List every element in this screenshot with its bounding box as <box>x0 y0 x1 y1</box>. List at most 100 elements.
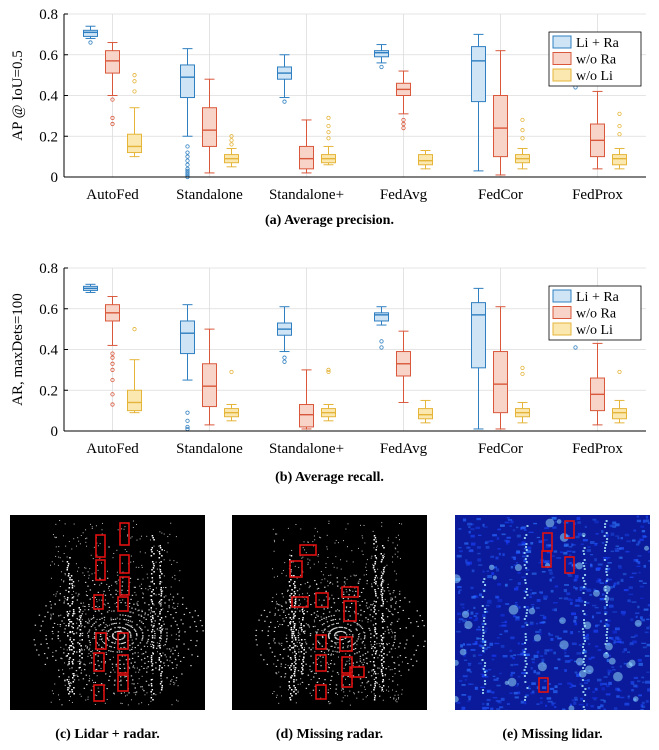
legend-swatch <box>552 35 572 49</box>
outlier-point <box>573 345 578 350</box>
detection-box <box>289 560 303 578</box>
box <box>105 50 120 74</box>
outlier-point <box>326 130 331 135</box>
outlier-point <box>379 64 384 70</box>
detection-box <box>315 592 329 608</box>
detection-box <box>315 684 327 700</box>
box <box>180 320 195 355</box>
outlier-point <box>132 89 137 94</box>
outlier-point <box>520 136 525 141</box>
outlier-point <box>132 327 137 332</box>
legend-entry: Li + Ra <box>576 36 620 51</box>
box <box>127 133 142 154</box>
detection-box <box>93 652 105 672</box>
caption-b: (b) Average recall. <box>275 470 384 485</box>
box <box>202 363 217 408</box>
legend-swatch <box>552 289 572 303</box>
detection-box <box>119 554 130 574</box>
outlier-point <box>282 99 287 104</box>
detection-box <box>119 522 130 546</box>
y-tick-label: 0 <box>51 424 59 440</box>
x-tick-label: FedCor <box>478 187 523 203</box>
x-tick-label: Standalone+ <box>269 187 344 203</box>
outlier-point <box>132 73 137 78</box>
outlier-point <box>185 170 190 176</box>
detection-box <box>117 674 129 692</box>
detection-box <box>95 559 106 581</box>
outlier-point <box>110 355 115 360</box>
outlier-point <box>401 126 406 131</box>
outlier-point <box>617 132 622 137</box>
detection-boxes <box>289 544 365 700</box>
detection-box <box>349 666 365 678</box>
outlier-point <box>229 142 234 147</box>
y-tick-label: 0.2 <box>39 383 58 399</box>
detection-boxes <box>93 522 130 702</box>
detection-box <box>339 636 353 652</box>
detection-box <box>117 596 129 612</box>
outlier-point <box>110 97 115 102</box>
outlier-point <box>520 371 525 377</box>
box <box>418 408 433 420</box>
detection-box <box>299 544 317 556</box>
outlier-point <box>379 345 384 350</box>
radar-returns <box>455 515 650 710</box>
x-tick-label: FedProx <box>572 441 623 457</box>
x-tick-label: AutoFed <box>86 187 139 203</box>
lidar-points <box>255 520 426 706</box>
detection-box <box>564 556 575 574</box>
box <box>493 95 508 158</box>
box <box>83 29 98 37</box>
series-1 <box>105 296 605 430</box>
legend-entry: w/o Li <box>576 69 613 84</box>
box <box>471 46 486 103</box>
detection-box <box>538 677 549 693</box>
detection-box <box>93 594 104 610</box>
outlier-point <box>88 40 93 45</box>
caption-a: (a) Average precision. <box>265 213 394 228</box>
outlier-point <box>185 150 190 155</box>
box <box>374 312 389 322</box>
detection-box <box>541 550 552 568</box>
y-axis-label: AP @ IoU=0.5 <box>10 50 26 140</box>
outlier-point <box>326 369 331 375</box>
x-tick-label: FedAvg <box>380 187 428 203</box>
x-tick-label: Standalone <box>176 441 243 457</box>
caption-e: (e) Missing lidar. <box>502 727 603 742</box>
legend-swatch <box>552 306 572 319</box>
y-tick-label: 0.6 <box>39 48 58 64</box>
detection-box <box>341 674 353 688</box>
outlier-point <box>326 136 331 141</box>
x-tick-label: AutoFed <box>86 441 139 457</box>
outlier-point <box>229 369 234 375</box>
ar-box-chart: 0 0.2 0.4 0.6 0.8 AutoFed Standalone Standalone… <box>10 261 646 457</box>
outlier-point <box>326 367 331 372</box>
legend-swatch <box>552 322 572 336</box>
outlier-point <box>185 424 190 430</box>
box <box>493 351 508 414</box>
y-tick-label: 0 <box>51 170 59 186</box>
outlier-point <box>229 134 234 139</box>
detection-boxes <box>538 520 575 693</box>
outlier-point <box>110 121 115 127</box>
box <box>299 404 314 428</box>
outlier-point <box>132 79 137 84</box>
outlier-point <box>110 361 115 366</box>
y-tick-label: 0.6 <box>39 302 58 318</box>
outlier-point <box>520 117 525 123</box>
detection-box <box>341 586 359 598</box>
outlier-point <box>185 168 190 173</box>
ap-box-chart: 0 0.2 0.4 0.6 0.8 AutoFed Standalone Standalone… <box>10 7 646 203</box>
detection-box <box>119 576 130 596</box>
outlier-point <box>185 410 190 415</box>
detection-box <box>341 656 353 674</box>
legend-entry: w/o Li <box>576 323 613 338</box>
outlier-point <box>185 158 190 163</box>
outlier-point <box>282 355 287 360</box>
y-tick-label: 0.4 <box>39 89 58 105</box>
detection-box <box>95 632 107 650</box>
outlier-point <box>185 418 190 423</box>
outlier-point <box>110 115 115 121</box>
missing-lidar-image <box>455 515 650 710</box>
box <box>471 302 486 369</box>
